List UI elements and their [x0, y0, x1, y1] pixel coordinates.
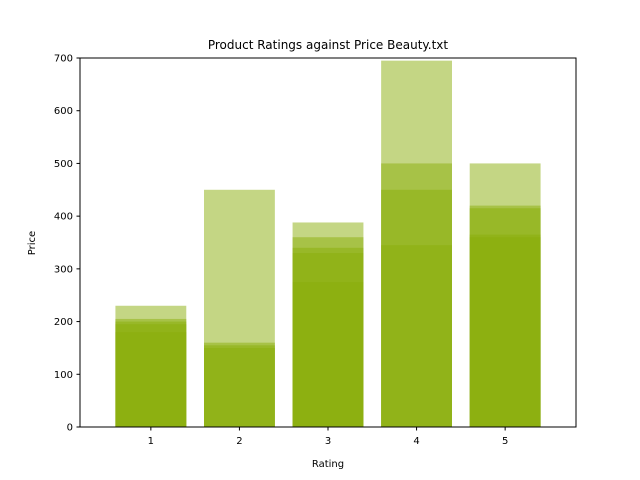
y-tick-label: 300: [54, 264, 73, 275]
x-axis: 1 2 3 4 5: [148, 427, 508, 447]
x-tick-label: 2: [236, 436, 242, 447]
y-tick-label: 700: [54, 54, 73, 65]
y-tick-label: 200: [54, 317, 73, 328]
y-tick-label: 500: [54, 159, 73, 170]
x-tick-label: 4: [413, 436, 419, 447]
x-axis-label: Rating: [312, 459, 344, 470]
y-tick-label: 100: [54, 370, 73, 381]
chart-title: Product Ratings against Price Beauty.txt: [208, 38, 449, 52]
bar: [292, 222, 364, 427]
x-tick-label: 5: [502, 436, 508, 447]
y-tick-label: 600: [54, 106, 73, 117]
y-axis: 0 100 200 300 400 500 600 700: [54, 54, 80, 434]
y-tick-label: 400: [54, 212, 73, 223]
bar: [469, 163, 541, 427]
y-tick-label: 0: [67, 423, 73, 434]
x-tick-label: 3: [325, 436, 331, 447]
y-axis-label: Price: [27, 231, 38, 255]
x-tick-label: 1: [148, 436, 154, 447]
bars-group: [115, 60, 541, 428]
bar: [381, 60, 452, 428]
bar: [115, 305, 187, 427]
bar: [204, 189, 275, 427]
